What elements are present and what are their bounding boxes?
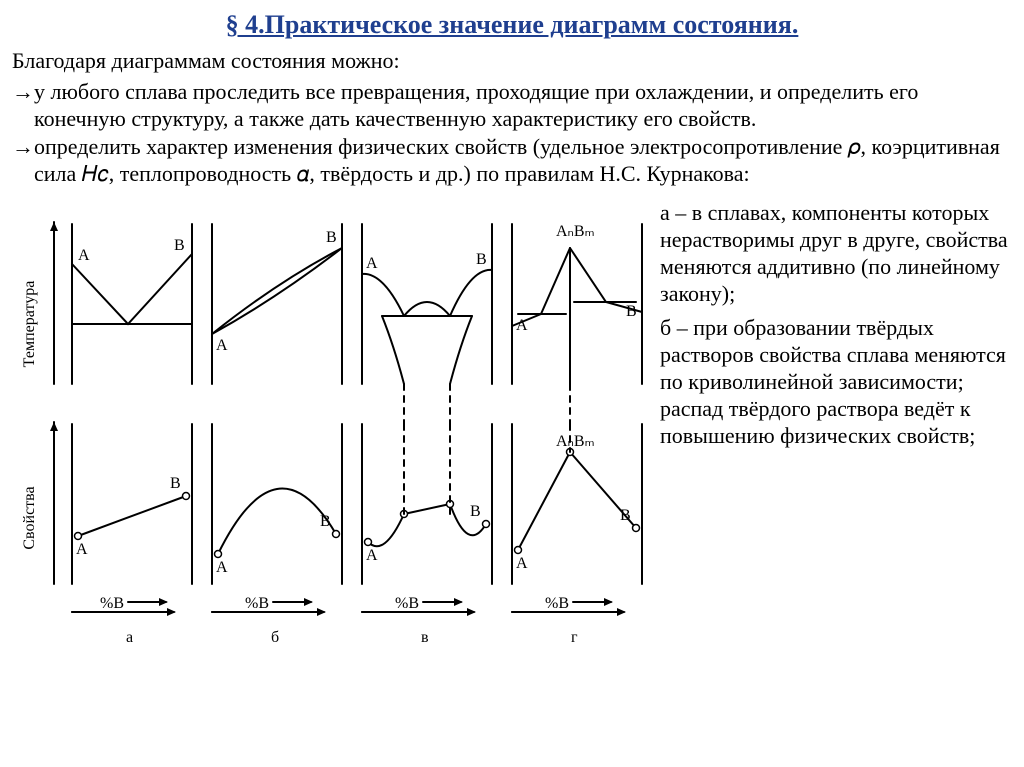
bullet-item: → определить характер изменения физическ… [12,134,1012,188]
side-note-b: б – при образовании твёрдых растворов св… [660,315,1008,449]
kurnakov-figure: ТемператураABABABAₙBₘABСвойства%BаAB%BбA… [12,194,652,654]
svg-text:Свойства: Свойства [21,487,38,550]
svg-text:B: B [174,237,185,254]
intro-text: Благодаря диаграммам состояния можно: [12,48,1012,75]
side-note-a: а – в сплавах, компоненты которых нераст… [660,200,1008,307]
arrow-icon: → [12,134,34,188]
svg-text:A: A [366,255,378,272]
svg-text:%B: %B [100,595,124,612]
svg-text:AₙBₘ: AₙBₘ [556,223,595,240]
bullet-list: → у любого сплава проследить все превращ… [12,79,1012,188]
side-notes: а – в сплавах, компоненты которых нераст… [652,194,1012,654]
svg-text:B: B [476,251,487,268]
page-title: § 4.Практическое значение диаграмм состо… [12,10,1012,40]
svg-text:A: A [216,337,228,354]
svg-text:г: г [571,629,578,646]
kurnakov-svg: ТемператураABABABAₙBₘABСвойства%BаAB%BбA… [12,194,652,654]
svg-text:Температура: Температура [21,281,38,368]
svg-text:A: A [366,547,378,564]
svg-text:A: A [78,247,90,264]
svg-text:в: в [421,629,429,646]
svg-text:а: а [126,629,133,646]
svg-text:B: B [626,303,637,320]
svg-text:%B: %B [545,595,569,612]
svg-text:AₙBₘ: AₙBₘ [556,433,595,450]
svg-text:A: A [216,559,228,576]
svg-text:B: B [170,475,181,492]
bullet-text: определить характер изменения физических… [34,134,1012,188]
arrow-icon: → [12,79,34,133]
svg-text:A: A [516,317,528,334]
svg-text:B: B [470,503,481,520]
svg-text:%B: %B [395,595,419,612]
svg-text:A: A [516,555,528,572]
bullet-item: → у любого сплава проследить все превращ… [12,79,1012,133]
svg-text:A: A [76,541,88,558]
svg-text:%B: %B [245,595,269,612]
svg-text:B: B [326,229,337,246]
bullet-text: у любого сплава проследить все превращен… [34,79,1012,133]
svg-text:б: б [271,629,279,646]
